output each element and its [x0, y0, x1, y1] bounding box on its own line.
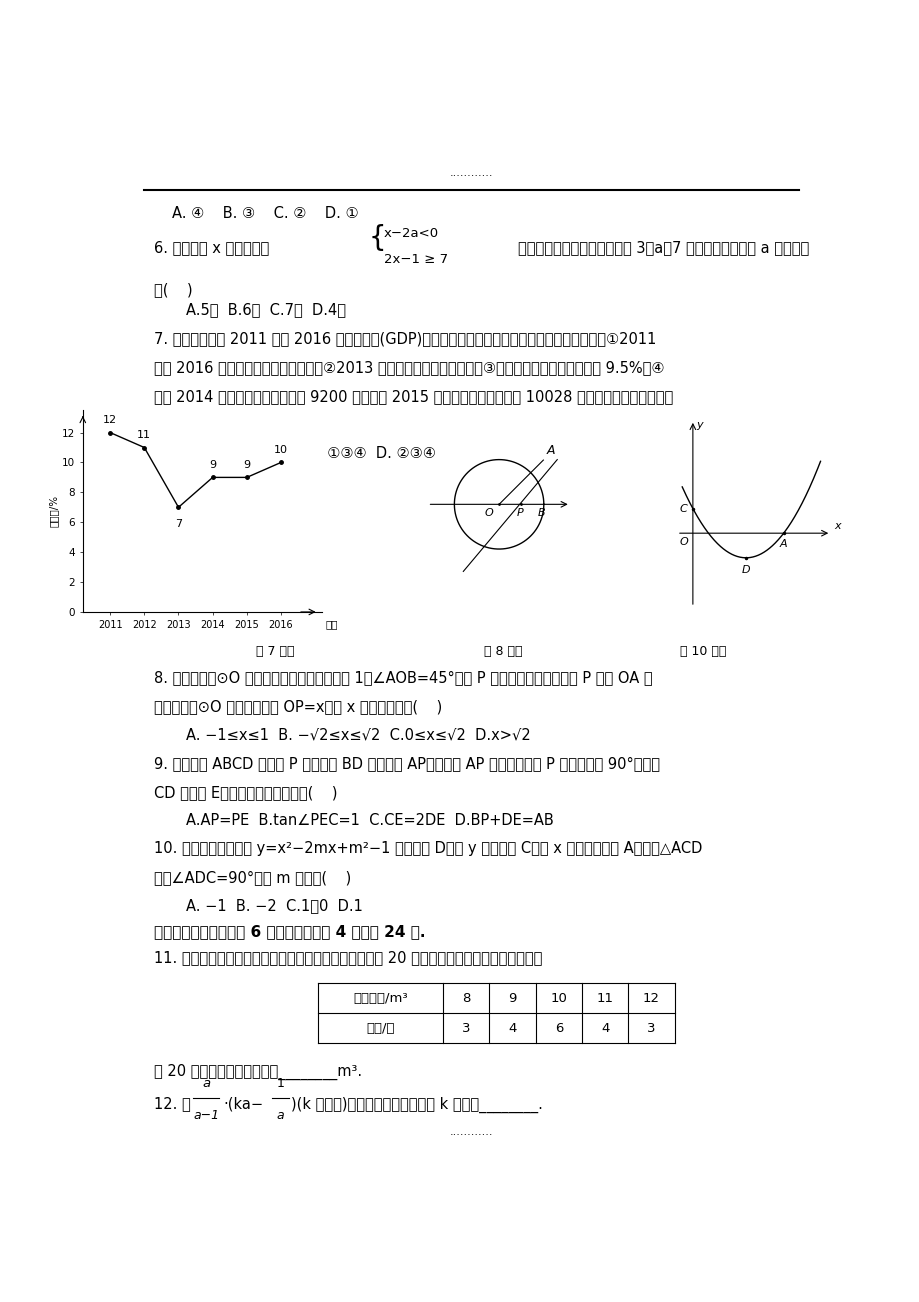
- Text: A. ①②④  B. ①②③  C. ①③④  D. ②③④: A. ①②④ B. ①②③ C. ①③④ D. ②③④: [172, 447, 436, 461]
- Text: A: A: [546, 444, 554, 457]
- Text: 12: 12: [642, 992, 659, 1005]
- Text: B: B: [538, 508, 545, 518]
- Text: A: A: [779, 539, 787, 549]
- Text: 中，∠ADC=90°，则 m 的值为(    ): 中，∠ADC=90°，则 m 的值为( ): [154, 870, 351, 885]
- Text: C: C: [679, 504, 686, 513]
- Text: 至少有两个整数解，且存在以 3，a，7 为边的三角形，则 a 的整数解: 至少有两个整数解，且存在以 3，a，7 为边的三角形，则 a 的整数解: [517, 241, 808, 255]
- Text: 8: 8: [461, 992, 470, 1005]
- Text: ·(ka−: ·(ka−: [223, 1096, 263, 1112]
- Text: 第 10 题图: 第 10 题图: [679, 646, 726, 659]
- Text: 二、填空题：本大题有 6 个小题，每小题 4 分，共 24 分.: 二、填空题：本大题有 6 个小题，每小题 4 分，共 24 分.: [154, 924, 425, 939]
- Text: 4: 4: [600, 1022, 608, 1035]
- Y-axis label: 增长率/%: 增长率/%: [49, 495, 59, 527]
- Text: 6. 已知关于 x 的不等式组: 6. 已知关于 x 的不等式组: [154, 241, 269, 255]
- Text: a−1: a−1: [193, 1109, 219, 1121]
- Text: 9: 9: [209, 460, 216, 470]
- Text: CD 相交于 E，则下列说法正确的是(    ): CD 相交于 E，则下列说法正确的是( ): [154, 785, 337, 799]
- Text: 户数/户: 户数/户: [366, 1022, 394, 1035]
- Text: 7: 7: [175, 519, 182, 529]
- Text: P: P: [516, 508, 524, 518]
- Text: 12. 若: 12. 若: [154, 1096, 191, 1112]
- Text: 1: 1: [277, 1077, 284, 1090]
- Text: 第 7 题图: 第 7 题图: [255, 646, 294, 659]
- Text: 已知 2014 年该市生产总值总量为 9200 亿元，则 2015 年该市生产总值总量为 10028 亿元．其中正确的说法有: 已知 2014 年该市生产总值总量为 9200 亿元，则 2015 年该市生产总…: [154, 389, 673, 404]
- Text: A. −1≤x≤1  B. −√2≤x≤√2  C.0≤x≤√2  D.x>√2: A. −1≤x≤1 B. −√2≤x≤√2 C.0≤x≤√2 D.x>√2: [186, 728, 530, 742]
- Text: ............: ............: [449, 168, 493, 178]
- Text: 月用水量/m³: 月用水量/m³: [353, 992, 407, 1005]
- Text: 6: 6: [554, 1022, 562, 1035]
- Text: 11. 为了了解某小区居民的用水情况，随机抽查了该小区 20 户家庭的月用水量，数据见下表：: 11. 为了了解某小区居民的用水情况，随机抽查了该小区 20 户家庭的月用水量，…: [154, 950, 542, 965]
- Text: x−2a<0: x−2a<0: [383, 228, 438, 241]
- Text: A.AP=PE  B.tan∠PEC=1  C.CE=2DE  D.BP+DE=AB: A.AP=PE B.tan∠PEC=1 C.CE=2DE D.BP+DE=AB: [186, 812, 553, 828]
- Text: a: a: [277, 1109, 284, 1121]
- Text: )(k 为实数)化简后是一个整式，则 k 的值为________.: )(k 为实数)化简后是一个整式，则 k 的值为________.: [290, 1096, 542, 1113]
- Text: 3: 3: [647, 1022, 655, 1035]
- Text: x: x: [833, 521, 840, 531]
- Text: 年至 2016 年该市生产总值逐年增加；②2013 年该市生产总值总量最低；③生产总值增长率的中位数是 9.5%；④: 年至 2016 年该市生产总值逐年增加；②2013 年该市生产总值总量最低；③生…: [154, 359, 664, 375]
- Text: 10: 10: [274, 445, 288, 454]
- Text: 第 8 题图: 第 8 题图: [483, 646, 522, 659]
- Text: 4: 4: [508, 1022, 516, 1035]
- Text: ............: ............: [449, 1126, 493, 1137]
- Text: 11: 11: [596, 992, 613, 1005]
- Text: y: y: [696, 421, 702, 430]
- Text: O: O: [679, 538, 687, 547]
- Text: A. −1  B. −2  C.1或0  D.1: A. −1 B. −2 C.1或0 D.1: [186, 898, 363, 913]
- Text: 8. 如图，已知⊙O 的圆心是数轴原点，半径为 1，∠AOB=45°，点 P 在数轴上运动，若过点 P 且与 OA 平: 8. 如图，已知⊙O 的圆心是数轴原点，半径为 1，∠AOB=45°，点 P 在…: [154, 671, 652, 686]
- Text: 这 20 户家庭平均月用水量是________m³.: 这 20 户家庭平均月用水量是________m³.: [154, 1064, 362, 1079]
- Text: 3: 3: [461, 1022, 470, 1035]
- Text: 10: 10: [550, 992, 567, 1005]
- Text: (    ): ( ): [154, 418, 184, 432]
- Text: 9: 9: [508, 992, 516, 1005]
- Text: 12: 12: [103, 415, 117, 424]
- Text: 10. 如图，已知抛物线 y=x²−2mx+m²−1 的顶点为 D，与 y 轴交于点 C，与 x 轴的右交点为 A，若在△ACD: 10. 如图，已知抛物线 y=x²−2mx+m²−1 的顶点为 D，与 y 轴交…: [154, 841, 702, 855]
- Text: 有(    ): 有( ): [154, 283, 193, 298]
- Text: 年份: 年份: [325, 618, 337, 629]
- Text: A. ④    B. ③    C. ②    D. ①: A. ④ B. ③ C. ② D. ①: [172, 207, 358, 221]
- Text: 9. 在正方形 ABCD 中，点 P 在对角线 BD 上，连接 AP，将射线 AP 所在直线绕点 P 顺时针旋转 90°，与边: 9. 在正方形 ABCD 中，点 P 在对角线 BD 上，连接 AP，将射线 A…: [154, 755, 660, 771]
- Text: 11: 11: [137, 430, 151, 440]
- Text: a: a: [202, 1077, 210, 1090]
- Text: 行的直线与⊙O 有公共点，设 OP=x，则 x 的取值范围是(    ): 行的直线与⊙O 有公共点，设 OP=x，则 x 的取值范围是( ): [154, 699, 442, 715]
- Text: 7. 如图是某市从 2011 年至 2016 年生产总值(GDP)增长率的折线统计图，由统计图可知以下说法：①2011: 7. 如图是某市从 2011 年至 2016 年生产总值(GDP)增长率的折线统…: [154, 331, 656, 346]
- Text: O: O: [484, 508, 494, 518]
- Text: {: {: [368, 224, 385, 253]
- Text: A.5个  B.6个  C.7个  D.4个: A.5个 B.6个 C.7个 D.4个: [186, 302, 346, 318]
- Text: 2x−1 ≥ 7: 2x−1 ≥ 7: [383, 254, 448, 267]
- Text: D: D: [741, 565, 750, 575]
- Text: 9: 9: [243, 460, 250, 470]
